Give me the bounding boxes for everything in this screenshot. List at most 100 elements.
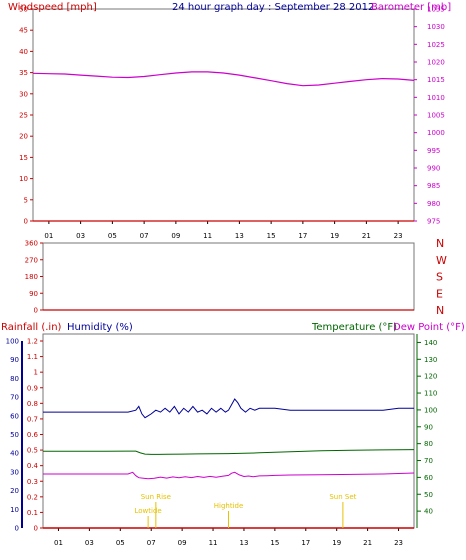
direction-tick-label: 0 bbox=[34, 307, 38, 315]
annotation-label: Sun Rise bbox=[141, 493, 171, 501]
annotation-label: Sun Set bbox=[329, 493, 356, 501]
temperature-tick-label: 120 bbox=[424, 373, 437, 381]
x-tick-label: 21 bbox=[363, 539, 372, 547]
humidity-tick-label: 90 bbox=[10, 356, 19, 364]
x-tick-label: 17 bbox=[301, 539, 310, 547]
temperature-tick-label: 90 bbox=[424, 423, 433, 431]
panel2-frame bbox=[42, 242, 415, 311]
temperature-tick-label: 80 bbox=[424, 440, 433, 448]
rainfall-tick-label: 0.5 bbox=[27, 447, 38, 455]
rainfall-tick-label: 0 bbox=[34, 525, 38, 533]
barometer-tick-label: 1015 bbox=[427, 76, 445, 84]
barometer-tick-label: 990 bbox=[427, 165, 440, 173]
rainfall-tick-label: 0.9 bbox=[27, 384, 38, 392]
compass-direction-label: N bbox=[436, 304, 444, 317]
direction-tick-label: 180 bbox=[25, 273, 38, 281]
humidity-tick-label: 70 bbox=[10, 394, 19, 402]
temperature-tick-label: 60 bbox=[424, 474, 433, 482]
x-tick-label: 01 bbox=[54, 539, 63, 547]
windspeed-tick-label: 0 bbox=[24, 218, 28, 226]
windspeed-axis-label: Windspeed [mph] bbox=[8, 2, 97, 13]
compass-direction-label: S bbox=[436, 271, 443, 284]
humidity-tick-label: 60 bbox=[10, 412, 19, 420]
x-tick-label: 09 bbox=[178, 539, 187, 547]
compass-direction-label: E bbox=[436, 287, 443, 300]
x-tick-label: 21 bbox=[362, 232, 371, 240]
rainfall-tick-label: 0.7 bbox=[27, 415, 38, 423]
temperature-tick-label: 100 bbox=[424, 406, 437, 414]
x-tick-label: 03 bbox=[76, 232, 85, 240]
temperature-tick-label: 110 bbox=[424, 390, 437, 398]
humidity-tick-label: 50 bbox=[10, 431, 19, 439]
rainfall-axis-label: Rainfall (.in) bbox=[1, 322, 62, 333]
rainfall-tick-label: 0.4 bbox=[27, 462, 39, 470]
annotation-label: Hightide bbox=[214, 502, 244, 510]
temperature-tick-label: 40 bbox=[424, 508, 433, 516]
barometer-tick-label: 1020 bbox=[427, 59, 445, 67]
humidity-tick-label: 20 bbox=[10, 487, 19, 495]
barometer-line bbox=[32, 71, 415, 87]
barometer-tick-label: 995 bbox=[427, 147, 440, 155]
x-tick-label: 09 bbox=[171, 232, 180, 240]
windspeed-tick-label: 40 bbox=[19, 48, 28, 56]
x-tick-label: 05 bbox=[108, 232, 117, 240]
x-tick-label: 07 bbox=[140, 232, 149, 240]
barometer-tick-label: 1025 bbox=[427, 41, 445, 49]
windspeed-tick-label: 15 bbox=[19, 154, 28, 162]
x-tick-label: 15 bbox=[270, 539, 279, 547]
x-tick-label: 23 bbox=[394, 232, 403, 240]
x-tick-label: 11 bbox=[203, 232, 212, 240]
barometer-tick-label: 1030 bbox=[427, 23, 445, 31]
direction-tick-label: 270 bbox=[25, 256, 38, 264]
rainfall-tick-label: 1.2 bbox=[27, 338, 38, 346]
barometer-tick-label: 1010 bbox=[427, 94, 445, 102]
x-tick-label: 19 bbox=[332, 539, 341, 547]
x-tick-label: 23 bbox=[394, 539, 403, 547]
temperature-line bbox=[43, 449, 415, 455]
temperature-tick-label: 140 bbox=[424, 339, 437, 347]
barometer-tick-label: 980 bbox=[427, 200, 440, 208]
x-tick-label: 15 bbox=[267, 232, 276, 240]
humidity-line bbox=[43, 398, 414, 419]
x-tick-label: 05 bbox=[116, 539, 125, 547]
windspeed-tick-label: 35 bbox=[19, 69, 28, 77]
windspeed-tick-label: 50 bbox=[19, 6, 28, 14]
barometer-axis-label: Barometer [mb] bbox=[371, 2, 451, 13]
humidity-tick-label: 40 bbox=[10, 450, 19, 458]
chart-title: 24 hour graph day : September 28 2012 bbox=[172, 2, 374, 13]
rainfall-tick-label: 1.1 bbox=[27, 353, 38, 361]
humidity-tick-label: 100 bbox=[6, 338, 19, 346]
humidity-axis-label: Humidity (%) bbox=[67, 322, 133, 333]
windspeed-tick-label: 20 bbox=[19, 133, 28, 141]
rainfall-tick-label: 0.2 bbox=[27, 493, 38, 501]
rainfall-tick-label: 0.3 bbox=[27, 478, 38, 486]
windspeed-tick-label: 25 bbox=[19, 112, 28, 120]
x-tick-label: 07 bbox=[147, 539, 156, 547]
temperature-tick-label: 130 bbox=[424, 356, 437, 364]
humidity-tick-label: 10 bbox=[10, 506, 19, 514]
x-tick-label: 13 bbox=[239, 539, 248, 547]
humidity-tick-label: 0 bbox=[15, 525, 19, 533]
x-tick-label: 11 bbox=[209, 539, 218, 547]
x-tick-label: 13 bbox=[235, 232, 244, 240]
rainfall-tick-label: 0.1 bbox=[27, 509, 38, 517]
barometer-tick-label: 985 bbox=[427, 182, 440, 190]
direction-tick-label: 360 bbox=[25, 240, 38, 248]
panel1-frame bbox=[32, 8, 415, 222]
barometer-tick-label: 1005 bbox=[427, 112, 445, 120]
x-tick-label: 03 bbox=[85, 539, 94, 547]
temperature-tick-label: 70 bbox=[424, 457, 433, 465]
annotation-label: Lowtide bbox=[134, 507, 161, 515]
barometer-tick-label: 1035 bbox=[427, 6, 445, 14]
compass-direction-label: W bbox=[436, 254, 447, 267]
panel3-frame bbox=[42, 333, 415, 529]
rainfall-tick-label: 0.6 bbox=[27, 431, 39, 439]
temperature-tick-label: 50 bbox=[424, 491, 433, 499]
x-tick-label: 19 bbox=[330, 232, 339, 240]
dewpoint-axis-label: Dew Point (°F) bbox=[393, 322, 465, 333]
temperature-axis-label: Temperature (°F) bbox=[311, 322, 397, 333]
compass-direction-label: N bbox=[436, 237, 444, 250]
rainfall-tick-label: 1 bbox=[34, 369, 38, 377]
